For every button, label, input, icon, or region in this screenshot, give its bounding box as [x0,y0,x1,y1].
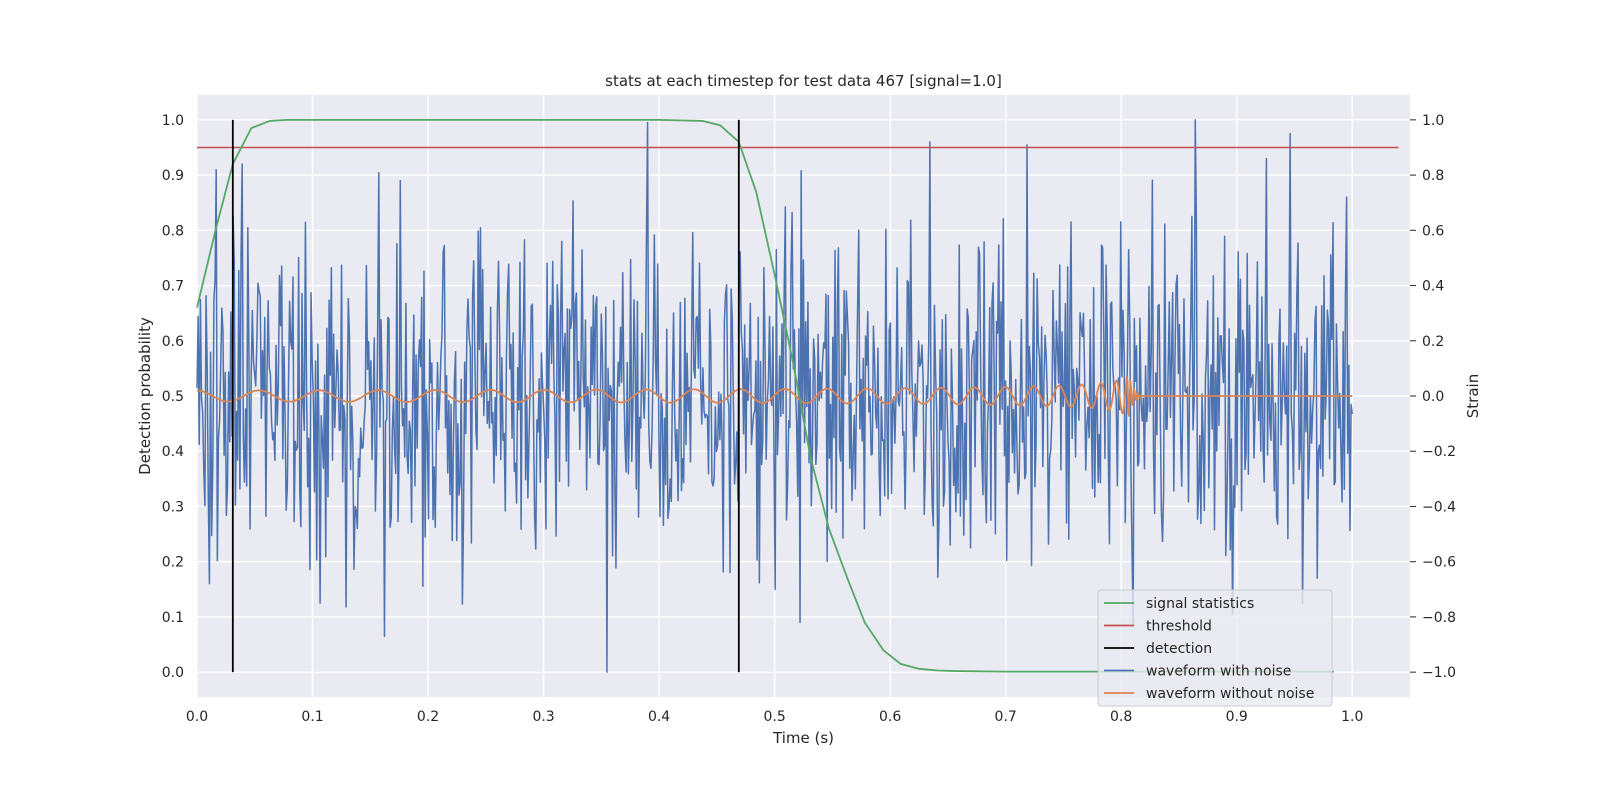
y-tick-label-left: 0.4 [162,444,184,460]
x-tick-label: 0.2 [417,709,439,725]
legend-label: detection [1146,641,1212,657]
legend-label: waveform without noise [1146,686,1314,702]
y-tick-label-right: −0.6 [1422,555,1456,571]
chart-title: stats at each timestep for test data 467… [605,72,1002,90]
y-tick-label-left: 0.3 [162,499,184,515]
x-tick-label: 0.1 [301,709,323,725]
legend: signal statistics threshold detection wavef… [1097,589,1333,707]
y-axis-label-left: Detection probability [136,317,154,475]
y-tick-label-right: −0.4 [1422,499,1456,515]
y-tick-label-left: 0.8 [162,223,184,239]
legend-box [1097,589,1333,707]
legend-label: signal statistics [1146,596,1254,612]
y-tick-label-right: 0.0 [1422,389,1444,405]
y-tick-label-right: 0.6 [1422,223,1444,239]
y-tick-label-right: −0.8 [1422,610,1456,626]
y-tick-label-left: 0.0 [162,665,184,681]
y-tick-label-right: 0.2 [1422,334,1444,350]
y-tick-label-left: 0.7 [162,279,184,295]
legend-label: threshold [1146,619,1212,635]
y-tick-label-left: 0.6 [162,334,184,350]
x-tick-label: 0.3 [532,709,554,725]
legend-items: signal statistics threshold detection wavef… [1104,596,1314,702]
axis-ticks: 0.0 0.1 0.2 0.3 0.4 0.5 0.6 0.7 0.8 0.9 1.0 0.0 0.1 0… [162,113,1456,725]
y-tick-label-left: 0.5 [162,389,184,405]
y-tick-label-left: 0.9 [162,168,184,184]
x-tick-label: 0.8 [1110,709,1132,725]
series-waveform-without-noise [196,375,1353,417]
y-tick-label-right: −0.2 [1422,444,1456,460]
y-axis-label-right: Strain [1464,374,1482,418]
x-tick-label: 0.0 [186,709,208,725]
x-axis-label: Time (s) [772,729,834,747]
y-tick-label-left: 0.1 [162,610,184,626]
y-tick-label-right: 0.4 [1422,279,1444,295]
legend-label: waveform with noise [1146,664,1291,680]
y-tick-label-left: 0.2 [162,555,184,571]
x-tick-label: 1.0 [1341,709,1363,725]
x-tick-label: 0.9 [1226,709,1248,725]
y-tick-label-right: 1.0 [1422,113,1444,129]
x-tick-label: 0.6 [879,709,901,725]
series-signal-statistics [196,118,1334,673]
series-waveform-with-noise [196,119,1353,673]
plot-series [196,118,1399,673]
x-tick-label: 0.4 [648,709,670,725]
y-tick-label-left: 1.0 [162,113,184,129]
y-tick-label-right: 0.8 [1422,168,1444,184]
y-tick-label-right: −1.0 [1422,665,1456,681]
x-tick-label: 0.7 [995,709,1017,725]
x-tick-label: 0.5 [763,709,785,725]
